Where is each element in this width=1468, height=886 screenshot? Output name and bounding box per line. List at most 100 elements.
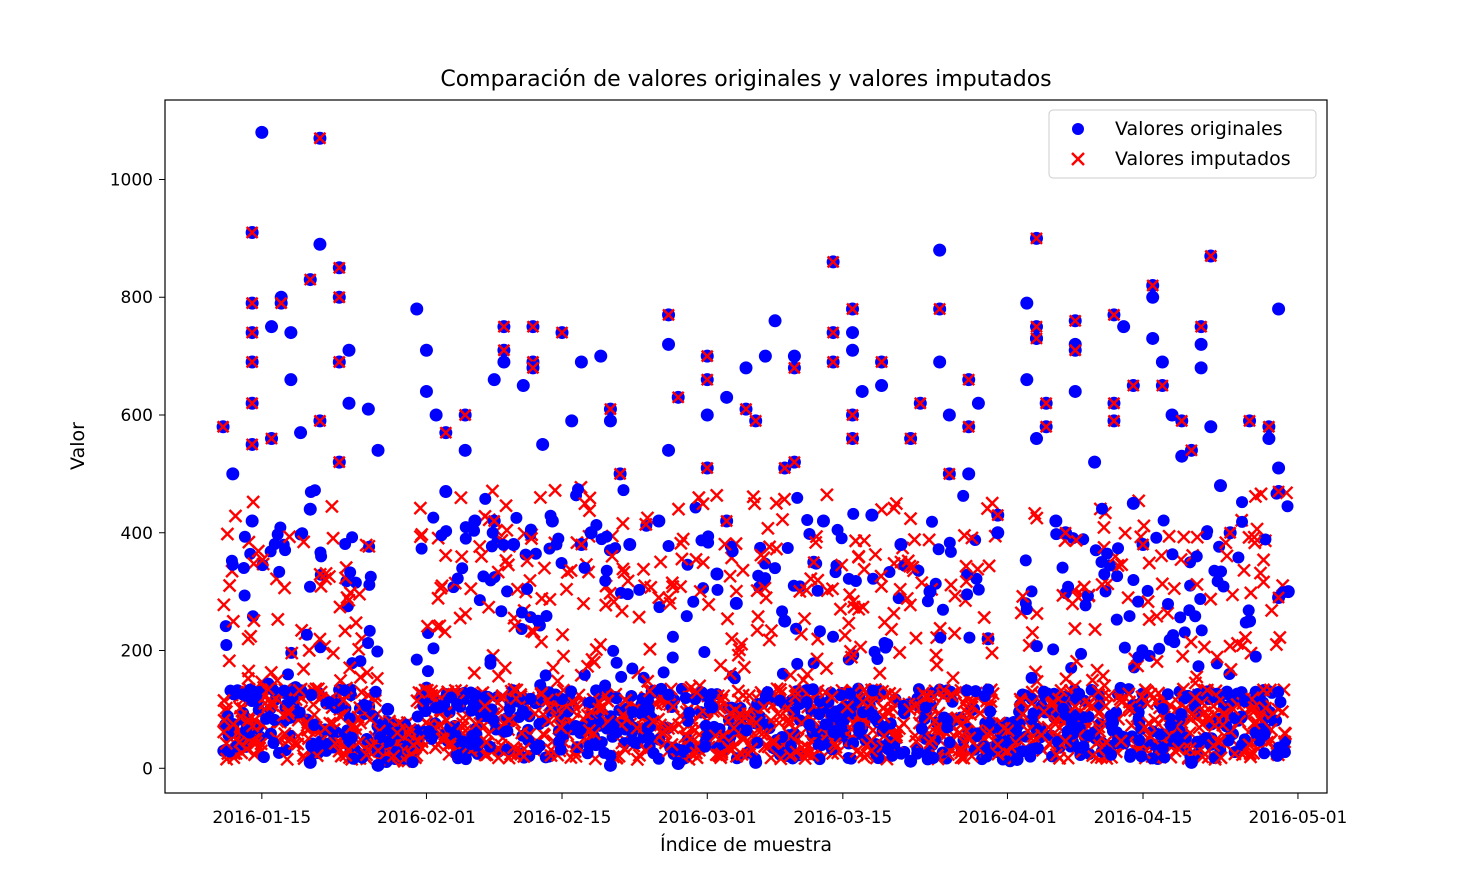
imputed-point [621,574,635,588]
original-point [866,684,879,697]
imputed-point [872,666,887,681]
original-point [1073,687,1086,700]
original-point [1272,461,1286,475]
imputed-point [514,726,529,740]
original-point [904,754,918,768]
imputed-point [217,693,231,708]
original-point [842,572,855,585]
imputed-point [346,718,361,733]
imputed-point [807,555,821,569]
imputed-point [1025,625,1040,640]
original-point [1194,592,1207,605]
original-point [652,514,666,528]
original-point [533,718,546,731]
imputed-point [333,600,347,614]
imputed-point [1141,594,1155,609]
imputed-point [1114,734,1128,748]
original-point [513,710,526,723]
imputed-point [769,496,784,511]
imputed-point [857,562,872,577]
original-point [227,688,240,701]
original-point [1281,500,1294,513]
original-point [450,748,463,761]
original-point [720,390,734,404]
imputed-point [985,646,999,660]
original-point [260,712,273,725]
imputed-point [261,682,276,697]
imputed-point [537,561,552,575]
original-point [700,408,714,422]
original-point [530,742,543,755]
imputed-point [319,566,333,581]
original-point [655,682,668,695]
imputed-point [900,591,915,606]
original-point [459,532,472,545]
imputed-point [720,611,735,626]
original-point [963,631,976,644]
imputed-point [439,426,453,440]
imputed-point [303,273,317,286]
original-point [427,511,440,524]
original-point [816,514,830,528]
imputed-point [1272,591,1285,604]
imputed-point [1122,700,1137,715]
imputed-point [825,690,839,704]
original-point [1243,614,1257,628]
original-point [626,662,639,675]
imputed-point [469,717,484,732]
imputed-point [846,594,861,609]
imputed-point [424,684,439,699]
imputed-point [1238,630,1253,645]
original-point [813,753,826,766]
original-point [1056,561,1069,574]
original-point [1175,707,1188,720]
original-point [699,740,712,753]
original-point [1088,455,1102,469]
original-point [871,652,884,665]
imputed-point [661,721,676,736]
original-point [662,443,676,457]
imputed-point [362,539,376,554]
original-point [1272,302,1286,316]
imputed-point [846,432,859,445]
imputed-point [732,711,747,726]
original-point [706,701,719,714]
imputed-point [1247,716,1261,731]
imputed-point [435,732,450,746]
original-point [1010,752,1024,766]
original-point [1099,585,1112,598]
original-point [1020,296,1034,310]
imputed-point [1150,654,1164,669]
imputed-point [370,671,385,686]
imputed-point [1175,649,1190,664]
original-point [695,534,708,547]
original-point [897,706,910,719]
imputed-point [1049,747,1064,762]
imputed-point [226,614,241,629]
original-point [523,710,536,723]
imputed-point [970,562,985,576]
imputed-point [502,713,517,728]
imputed-point [833,602,848,616]
imputed-point [1107,396,1121,410]
original-point [1174,611,1187,624]
imputed-point [1224,662,1238,677]
original-point [819,718,832,731]
imputed-point [794,627,809,642]
imputed-point [913,396,927,410]
original-point [279,544,292,557]
imputed-point [1121,590,1135,605]
original-point [869,713,882,726]
original-point [1146,331,1160,345]
original-point [846,343,860,357]
imputed-point [825,581,840,596]
original-point [791,491,804,504]
imputed-point [245,326,259,339]
original-point [957,489,970,502]
original-point [813,708,826,721]
imputed-point [1149,609,1164,624]
original-point [1082,710,1095,723]
imputed-point [1256,575,1271,589]
imputed-point [391,726,404,740]
imputed-point [613,467,627,481]
